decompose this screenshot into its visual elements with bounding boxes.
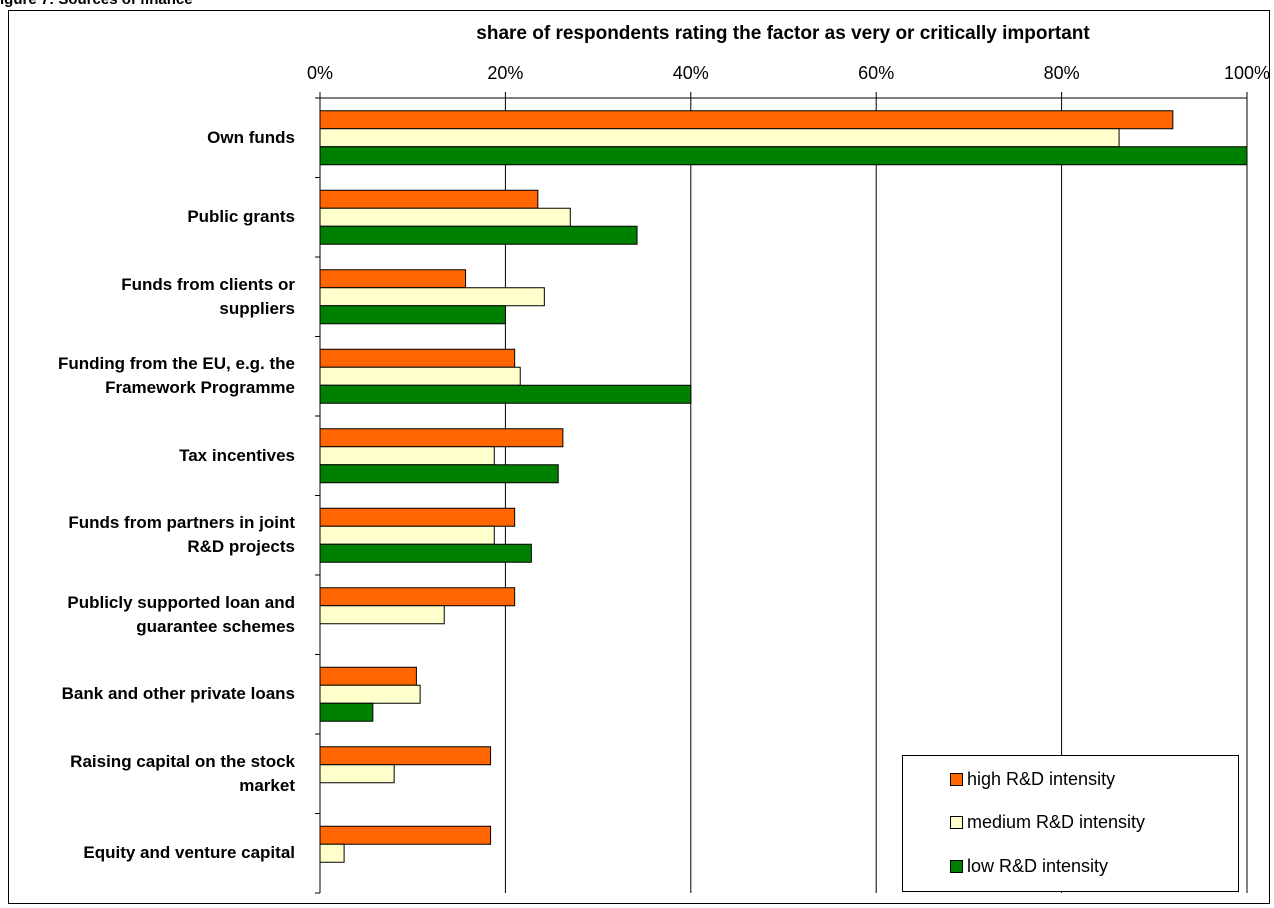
category-label: Tax incentives xyxy=(0,444,295,468)
category-label-line: Tax incentives xyxy=(179,445,295,465)
bar-chart: share of respondents rating the factor a… xyxy=(307,23,1269,894)
bar-high xyxy=(319,507,516,527)
legend-swatch-low xyxy=(950,860,963,873)
bar-low xyxy=(319,384,692,404)
legend-item-high: high R&D intensity xyxy=(950,769,1115,790)
x-tick-label: 60% xyxy=(858,63,894,83)
x-tick-label: 0% xyxy=(307,63,333,83)
category-label-line: guarantee schemes xyxy=(136,616,295,636)
category-label: Public grants xyxy=(0,205,295,229)
category-label-line: Equity and venture capital xyxy=(83,843,295,863)
category-label: Bank and other private loans xyxy=(0,682,295,706)
category-label-line: Raising capital on the stock xyxy=(70,751,295,771)
bar-high xyxy=(319,269,467,289)
chart-title: share of respondents rating the factor a… xyxy=(476,23,1090,44)
category-label-line: Public grants xyxy=(187,207,295,227)
category-label-line: Bank and other private loans xyxy=(61,684,295,704)
category-label-line: suppliers xyxy=(219,298,295,318)
category-label-line: Publicly supported loan and xyxy=(67,592,295,612)
category-label: Funds from clients or suppliers xyxy=(0,273,295,321)
bar-medium xyxy=(319,764,395,784)
bar-high xyxy=(319,746,492,766)
category-label-line: Funds from partners in joint xyxy=(68,513,295,533)
category-label-line: R&D projects xyxy=(187,537,295,557)
legend-label-high: high R&D intensity xyxy=(967,769,1116,789)
legend-swatch-high xyxy=(950,773,963,786)
x-tick-label: 20% xyxy=(487,63,523,83)
bar-low xyxy=(319,146,1248,166)
bar-low xyxy=(319,543,532,563)
legend: high R&D intensity medium R&D intensity … xyxy=(902,755,1239,892)
bar-medium xyxy=(319,207,571,227)
bar-medium xyxy=(319,287,545,307)
category-label-line: Funding from the EU, e.g. the xyxy=(57,354,295,374)
bar-medium xyxy=(319,525,495,545)
legend-item-medium: medium R&D intensity xyxy=(950,812,1145,833)
bar-high xyxy=(319,110,1174,130)
x-tick-label: 100% xyxy=(1224,63,1269,83)
chart-frame: share of respondents rating the factor a… xyxy=(8,10,1270,904)
bar-high xyxy=(319,189,539,209)
bar-high xyxy=(319,428,564,448)
bar-medium xyxy=(319,366,521,386)
bar-high xyxy=(319,666,417,686)
x-tick-label: 40% xyxy=(673,63,709,83)
figure-caption-fragment: igure 7: Sources of finance xyxy=(0,0,193,8)
category-label-line: Funds from clients or xyxy=(121,274,295,294)
bar-medium xyxy=(319,605,445,625)
legend-swatch-medium xyxy=(950,816,963,829)
category-label: Raising capital on the stock market xyxy=(0,750,295,798)
bar-low xyxy=(319,225,638,245)
bar-high xyxy=(319,348,516,368)
legend-item-low: low R&D intensity xyxy=(950,856,1108,877)
bar-low xyxy=(319,305,506,325)
x-tick-label: 80% xyxy=(1044,63,1080,83)
legend-label-medium: medium R&D intensity xyxy=(967,812,1146,832)
bar-low xyxy=(319,464,559,484)
category-label: Funding from the EU, e.g. the Framework P… xyxy=(0,352,295,400)
bar-low xyxy=(319,702,374,722)
category-label-line: Framework Programme xyxy=(105,378,295,398)
bar-high xyxy=(319,587,516,607)
bar-high xyxy=(319,825,492,845)
bar-medium xyxy=(319,446,495,466)
legend-label-low: low R&D intensity xyxy=(967,856,1109,876)
category-label-line: market xyxy=(239,775,295,795)
bar-medium xyxy=(319,684,421,704)
category-label: Own funds xyxy=(0,126,295,150)
category-label: Funds from partners in joint R&D projects xyxy=(0,511,295,559)
bar-medium xyxy=(319,843,345,863)
category-label: Equity and venture capital xyxy=(0,841,295,865)
bar-medium xyxy=(319,128,1120,148)
category-label: Publicly supported loan and guarantee sch… xyxy=(0,591,295,639)
category-label-line: Own funds xyxy=(207,127,295,147)
